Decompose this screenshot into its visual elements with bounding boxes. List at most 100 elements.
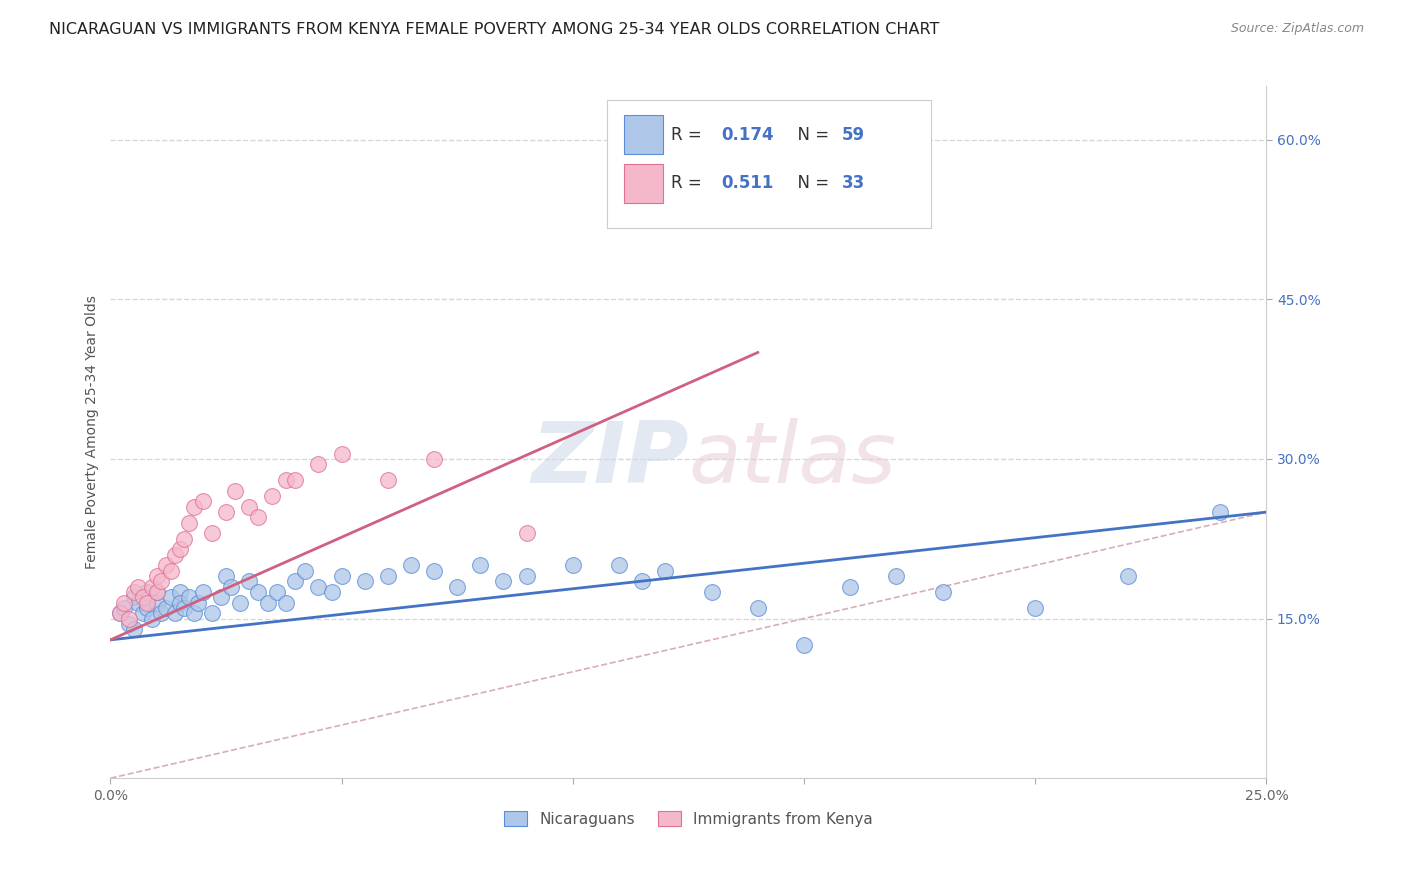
Point	[1116, 569, 1139, 583]
Legend: Nicaraguans, Immigrants from Kenya: Nicaraguans, Immigrants from Kenya	[498, 805, 879, 833]
Point	[284, 574, 307, 589]
Point	[932, 585, 955, 599]
Point	[118, 611, 141, 625]
Point	[122, 591, 145, 605]
Point	[276, 473, 298, 487]
FancyBboxPatch shape	[607, 100, 931, 228]
Point	[654, 564, 676, 578]
Point	[108, 606, 131, 620]
Point	[136, 601, 159, 615]
Point	[446, 580, 468, 594]
Point	[215, 505, 238, 519]
Point	[747, 601, 769, 615]
Text: R =: R =	[671, 174, 707, 192]
Text: atlas: atlas	[689, 418, 897, 501]
Point	[132, 606, 155, 620]
Y-axis label: Female Poverty Among 25-34 Year Olds: Female Poverty Among 25-34 Year Olds	[86, 295, 100, 569]
Point	[330, 569, 353, 583]
Text: NICARAGUAN VS IMMIGRANTS FROM KENYA FEMALE POVERTY AMONG 25-34 YEAR OLDS CORRELA: NICARAGUAN VS IMMIGRANTS FROM KENYA FEMA…	[49, 22, 939, 37]
Point	[155, 601, 177, 615]
Point	[516, 569, 538, 583]
Point	[132, 591, 155, 605]
Point	[201, 606, 224, 620]
Point	[886, 569, 908, 583]
Point	[839, 580, 862, 594]
Point	[247, 510, 270, 524]
Point	[187, 596, 209, 610]
Point	[201, 526, 224, 541]
Point	[150, 574, 173, 589]
Point	[155, 558, 177, 573]
Point	[177, 516, 200, 530]
Point	[700, 143, 723, 157]
Point	[516, 526, 538, 541]
Point	[607, 558, 630, 573]
Point	[238, 500, 260, 514]
Point	[145, 585, 167, 599]
Point	[377, 473, 399, 487]
Point	[353, 574, 375, 589]
Point	[145, 596, 167, 610]
Text: 33: 33	[842, 174, 866, 192]
Point	[321, 585, 343, 599]
Point	[219, 580, 242, 594]
Point	[169, 542, 191, 557]
Point	[141, 611, 163, 625]
Text: N =: N =	[787, 174, 834, 192]
Point	[145, 585, 167, 599]
Point	[256, 596, 278, 610]
Point	[224, 483, 246, 498]
Point	[793, 638, 815, 652]
Point	[377, 569, 399, 583]
Point	[183, 606, 205, 620]
Point	[238, 574, 260, 589]
Point	[266, 585, 288, 599]
Point	[191, 585, 214, 599]
Point	[1024, 601, 1046, 615]
Point	[177, 591, 200, 605]
Point	[118, 616, 141, 631]
Point	[108, 606, 131, 620]
Point	[492, 574, 515, 589]
Point	[141, 580, 163, 594]
Point	[183, 500, 205, 514]
Point	[165, 548, 187, 562]
Point	[1209, 505, 1232, 519]
Text: 0.174: 0.174	[721, 126, 773, 144]
Point	[209, 591, 232, 605]
Text: 0.511: 0.511	[721, 174, 773, 192]
Point	[112, 596, 135, 610]
Point	[136, 585, 159, 599]
Point	[284, 473, 307, 487]
Point	[145, 569, 167, 583]
Text: 59: 59	[842, 126, 865, 144]
Point	[700, 585, 723, 599]
FancyBboxPatch shape	[624, 115, 664, 154]
Point	[122, 622, 145, 636]
Point	[169, 585, 191, 599]
Point	[150, 606, 173, 620]
Point	[470, 558, 492, 573]
Text: R =: R =	[671, 126, 707, 144]
Point	[159, 591, 181, 605]
Point	[423, 564, 446, 578]
Text: N =: N =	[787, 126, 834, 144]
Point	[215, 569, 238, 583]
Text: Source: ZipAtlas.com: Source: ZipAtlas.com	[1230, 22, 1364, 36]
Point	[136, 596, 159, 610]
Point	[165, 606, 187, 620]
Point	[112, 601, 135, 615]
Point	[169, 596, 191, 610]
Point	[308, 580, 330, 594]
Point	[262, 489, 284, 503]
Point	[229, 596, 252, 610]
Point	[247, 585, 270, 599]
Point	[159, 564, 181, 578]
Point	[399, 558, 422, 573]
Point	[308, 457, 330, 471]
Point	[423, 451, 446, 466]
Point	[127, 580, 149, 594]
Point	[561, 558, 583, 573]
Point	[276, 596, 298, 610]
Point	[631, 574, 654, 589]
